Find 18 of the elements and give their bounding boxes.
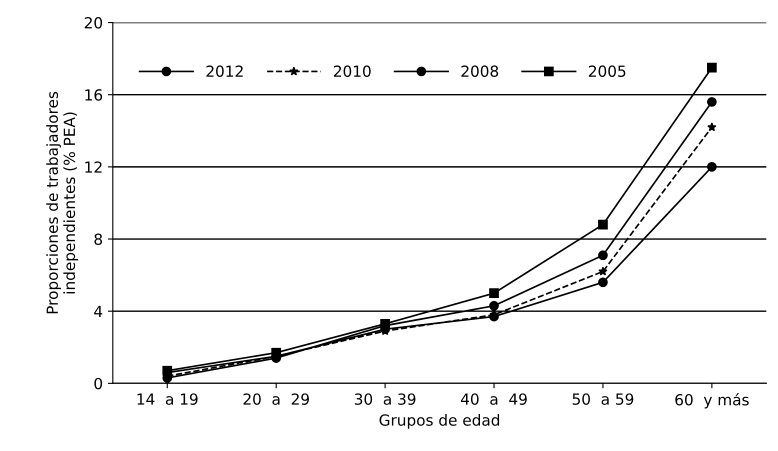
- y-tick-label: 4: [94, 306, 102, 317]
- y-tick-label: 16: [85, 89, 102, 101]
- y-tick-label: 8: [94, 233, 102, 246]
- x-tick-label: 60 y más: [675, 393, 749, 408]
- x-axis-title: Grupos de edad: [380, 414, 500, 429]
- x-tick-label: 40 a 49: [460, 393, 527, 405]
- y-axis-title: Proporciones de trabajadores independientes (% PEA): [46, 92, 78, 314]
- y-tick-label: 12: [85, 161, 102, 173]
- x-tick-label: 50 a 59: [572, 393, 634, 405]
- y-tick-label: 0: [94, 378, 102, 390]
- legend-label: 2005: [588, 65, 626, 77]
- legend-label: 2012: [206, 65, 243, 77]
- x-tick-label: 14 a 19: [138, 393, 198, 405]
- x-tick-label: 20 a 29: [243, 393, 309, 405]
- y-tick-label: 20: [84, 17, 102, 29]
- legend-label: 2010: [334, 65, 371, 77]
- x-tick-label: 30 a 39: [354, 393, 416, 405]
- legend-label: 2008: [461, 65, 498, 77]
